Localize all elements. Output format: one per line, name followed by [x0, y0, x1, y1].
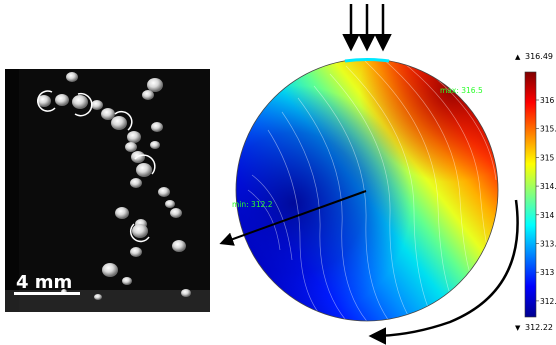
bubble-cluster — [37, 72, 191, 300]
colorbar-tick-label: 313 — [540, 268, 555, 277]
bubble — [102, 263, 118, 277]
bubble — [158, 187, 170, 197]
bubble — [37, 95, 51, 107]
scale-bar — [14, 292, 80, 295]
bubble — [151, 122, 163, 132]
bubble — [142, 90, 154, 100]
rotation-marker — [129, 223, 150, 243]
bubble — [147, 78, 163, 92]
colorbar-tick-label: 315.5 — [540, 125, 556, 134]
colorbar-min-marker: ▼ — [515, 324, 521, 332]
bubble — [165, 200, 175, 208]
bubble — [122, 277, 132, 285]
bubble — [72, 95, 88, 109]
colorbar-ticks: 316 315.5 315 314.5 314 313.5 313 312.5 — [536, 96, 556, 306]
bubble — [91, 100, 103, 110]
bubble — [132, 224, 148, 238]
bubble — [181, 289, 191, 297]
temperature-disk: max: 316.5 min: 312.2 — [232, 58, 499, 322]
min-temperature-label: min: 312.2 — [232, 200, 273, 209]
incident-arrows — [342, 4, 392, 52]
max-temperature-label: max: 316.5 — [440, 86, 483, 95]
colorbar-max-marker: ▲ — [515, 53, 521, 61]
colorbar-tick-label: 312.5 — [540, 297, 556, 306]
rotation-marker — [114, 110, 133, 131]
heat-source-mark — [344, 58, 390, 63]
rotation-marker — [134, 154, 156, 175]
rotation-circle-markers — [37, 90, 156, 243]
colorbar-max-value: 316.49 — [525, 52, 553, 61]
bubble — [94, 294, 102, 300]
colorbar-tick-label: 314 — [540, 211, 555, 220]
micrograph-dark-edge — [5, 69, 19, 312]
bubble — [172, 240, 186, 252]
rotation-direction-arrow — [368, 199, 519, 345]
bubble — [136, 163, 152, 177]
bubble — [111, 116, 127, 130]
colorbar-gradient — [524, 71, 537, 318]
bubble — [55, 94, 69, 106]
bubble — [101, 108, 115, 120]
bubble — [115, 207, 129, 219]
colorbar-tick-label: 315 — [540, 153, 555, 162]
rotation-marker — [74, 92, 93, 117]
colorbar-tick-label: 313.5 — [540, 240, 556, 249]
bubble — [130, 178, 142, 188]
bubble — [150, 141, 160, 149]
rotation-marker — [37, 90, 56, 112]
bubble — [130, 247, 142, 257]
disk-hot-region — [236, 59, 498, 321]
colorbar-tick-label: 314.5 — [540, 182, 556, 191]
zoom-pointer-arrow — [219, 190, 367, 246]
colorbar: ▲ 316.49 316 315.5 315 314.5 314 313.5 313 312.… — [515, 52, 556, 332]
bubble — [125, 142, 137, 152]
colorbar-min-value: 312.22 — [525, 323, 553, 332]
bubble — [170, 208, 182, 218]
colorbar-tick-label: 316 — [540, 96, 555, 105]
bubble — [66, 72, 78, 82]
micrograph-haze — [5, 290, 210, 312]
bubble — [127, 131, 141, 143]
micrograph-panel: 4 mm — [5, 69, 210, 312]
scale-bar-label: 4 mm — [16, 272, 72, 293]
